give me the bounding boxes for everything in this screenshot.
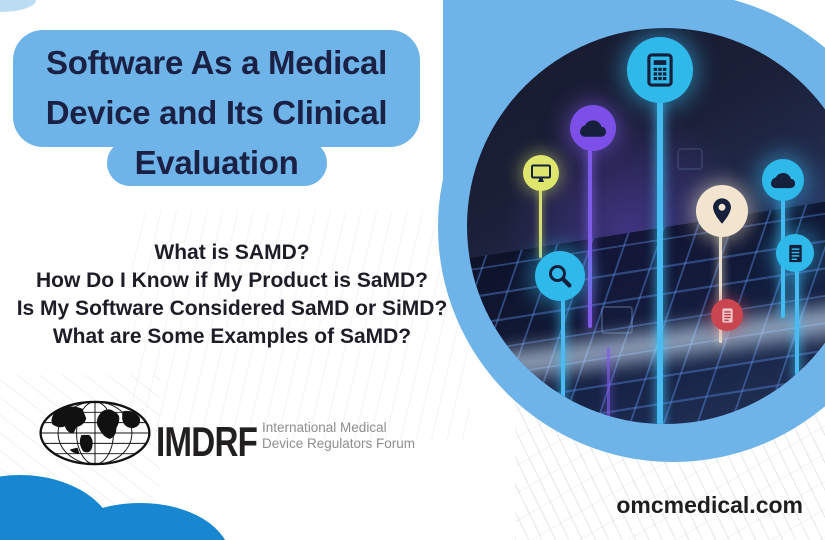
question-item: Is My Software Considered SaMD or SiMD? [16, 297, 448, 320]
stem-line [719, 233, 722, 343]
monitor-icon [531, 164, 551, 182]
question-item: What are Some Examples of SaMD? [52, 325, 412, 348]
location-badge [696, 185, 748, 237]
search-icon [549, 265, 572, 288]
ghost-icon [601, 306, 633, 334]
location-pin-icon [713, 198, 731, 224]
imdrf-full-name: International Medical Device Regulators … [262, 420, 415, 451]
website-url: omcmedical.com [616, 492, 803, 518]
imdrf-globe-icon [39, 400, 151, 466]
question-item: What is SAMD? [154, 241, 310, 264]
cloud-badge [570, 105, 616, 151]
imdrf-name-line-2: Device Regulators Forum [262, 435, 416, 451]
title-highlight-box-line3 [107, 140, 327, 186]
stem-line [657, 100, 663, 424]
document-icon [788, 244, 802, 262]
document-badge-red [711, 299, 743, 331]
question-list: What is SAMD? How Do I Know if My Produc… [0, 239, 464, 351]
title-line-3: Evaluation [134, 144, 299, 181]
title-line-2: Device and Its Clinical [45, 94, 388, 131]
stem-line [588, 148, 592, 328]
corner-wave-decoration [0, 0, 36, 12]
imdrf-name-line-1: International Medical [262, 420, 387, 435]
question-item: How Do I Know if My Product is SaMD? [35, 269, 428, 292]
tech-photo-circle [467, 28, 825, 424]
cloud-badge [762, 159, 804, 201]
calculator-icon [647, 53, 673, 87]
ghost-icon [677, 148, 703, 170]
stem-line [607, 348, 610, 424]
title-highlight-box [13, 30, 420, 147]
cloud-icon [770, 172, 796, 189]
monitor-badge [523, 155, 559, 191]
title-line-1: Software As a Medical [46, 44, 387, 81]
page-title: Software As a Medical Device and Its Cli… [13, 38, 420, 188]
search-badge [535, 251, 585, 301]
cloud-icon [580, 120, 606, 137]
document-badge [776, 234, 814, 272]
stem-line [539, 188, 542, 258]
imdrf-wordmark: IMDRF [156, 418, 258, 465]
calculator-badge [627, 37, 693, 103]
stem-line [561, 298, 565, 424]
stem-line [795, 270, 799, 380]
document-icon [721, 307, 733, 323]
